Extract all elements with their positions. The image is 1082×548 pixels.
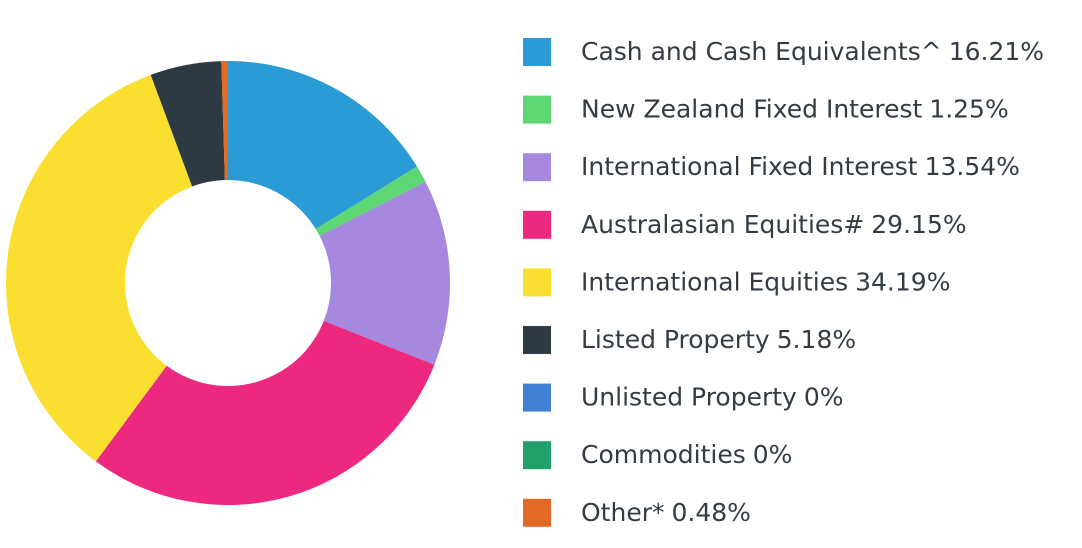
legend-swatch: [523, 95, 551, 124]
legend-value: 16.21%: [949, 37, 1044, 66]
donut: [6, 61, 450, 505]
legend-value: 0%: [753, 440, 793, 469]
legend-label: Commodities: [581, 440, 746, 469]
wedge: [150, 61, 225, 187]
legend-value: 0.48%: [671, 498, 750, 527]
legend-swatch: [523, 383, 551, 412]
legend-swatch: [523, 153, 551, 182]
wedge: [228, 61, 417, 229]
legend-swatch: [523, 210, 551, 239]
legend-entry: Cash and Cash Equivalents^ 16.21%: [581, 37, 1044, 66]
legend-label: International Fixed Interest: [581, 152, 918, 181]
wedge: [315, 166, 426, 237]
wedge: [6, 74, 193, 462]
legend-label: New Zealand Fixed Interest: [581, 95, 922, 124]
legend-swatch: [523, 38, 551, 66]
legend-entry: Listed Property 5.18%: [581, 325, 856, 354]
wedge: [221, 61, 228, 181]
legend-label: Other*: [581, 498, 664, 527]
legend-entry: International Equities 34.19%: [581, 267, 950, 296]
legend-label: Unlisted Property: [581, 383, 797, 412]
legend-label: International Equities: [581, 267, 848, 296]
legend: Cash and Cash Equivalents^ 16.21% New Zeal…: [523, 37, 1044, 527]
legend-value: 1.25%: [929, 95, 1008, 124]
legend-label: Australasian Equities#: [581, 210, 864, 239]
legend-value: 13.54%: [925, 152, 1020, 181]
legend-entry: Unlisted Property 0%: [581, 383, 844, 412]
legend-value: 5.18%: [777, 325, 856, 354]
legend-label: Cash and Cash Equivalents^: [581, 37, 942, 66]
wedge: [95, 320, 435, 505]
legend-entry: New Zealand Fixed Interest 1.25%: [581, 95, 1009, 124]
legend-swatch: [523, 441, 551, 470]
legend-entry: International Fixed Interest 13.54%: [581, 152, 1020, 181]
legend-entry: Other* 0.48%: [581, 498, 751, 527]
legend-entry: Australasian Equities# 29.15%: [581, 210, 967, 239]
legend-label: Listed Property: [581, 325, 770, 354]
legend-value: 0%: [804, 383, 844, 412]
legend-swatch: [523, 326, 551, 354]
legend-value: 34.19%: [855, 267, 950, 296]
legend-swatch: [523, 268, 551, 297]
legend-value: 29.15%: [871, 210, 966, 239]
legend-entry: Commodities 0%: [581, 440, 792, 469]
legend-swatch: [523, 498, 551, 527]
wedge: [319, 181, 450, 365]
